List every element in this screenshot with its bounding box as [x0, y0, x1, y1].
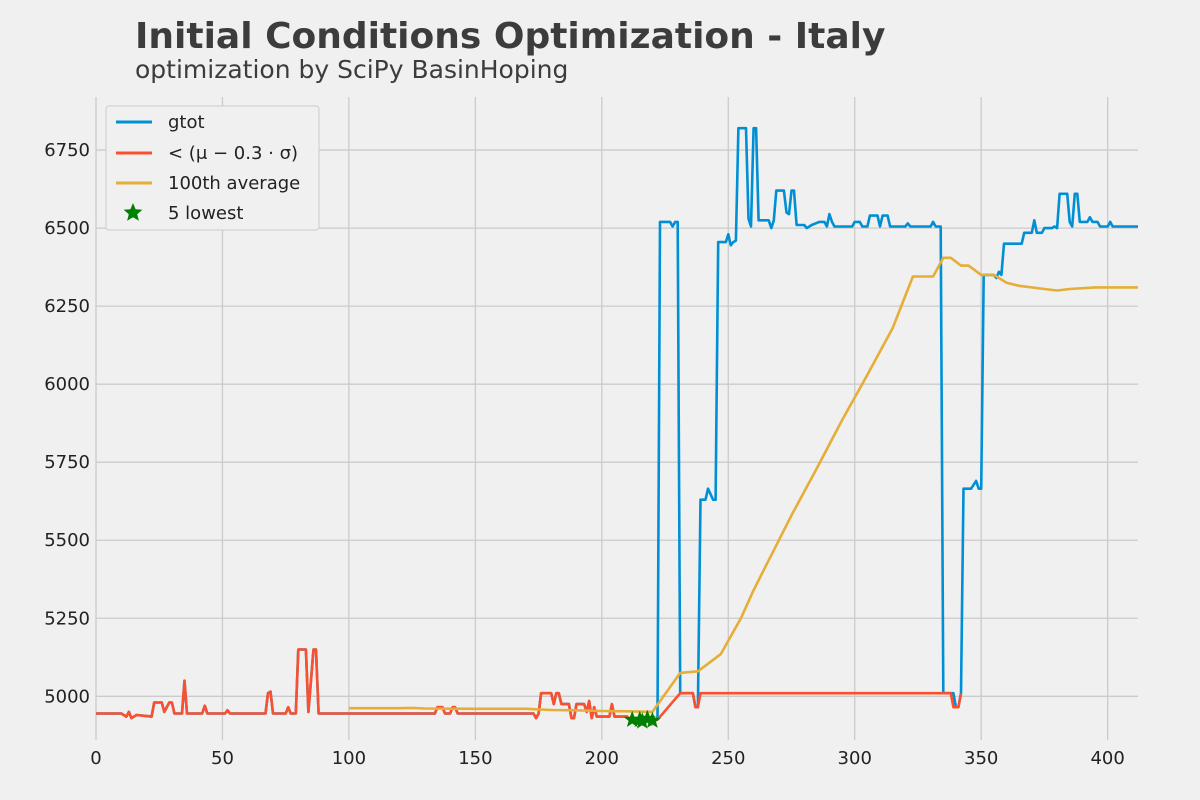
lowest-point-marker	[643, 711, 661, 728]
lowest-markers	[623, 709, 661, 729]
x-tick-label: 50	[211, 748, 234, 769]
x-tick-label: 100	[332, 748, 366, 769]
x-tick-label: 200	[585, 748, 619, 769]
x-tick-label: 0	[90, 748, 101, 769]
series-line-average	[348, 256, 1138, 714]
legend-label-gtot: gtot	[168, 112, 205, 133]
x-tick-label: 300	[838, 748, 872, 769]
x-tick-label: 250	[711, 748, 745, 769]
legend-label-lowest: 5 lowest	[168, 203, 243, 224]
y-tick-label: 5000	[44, 686, 90, 707]
chart-title: Initial Conditions Optimization - Italy	[135, 16, 885, 57]
x-tick-label: 400	[1090, 748, 1124, 769]
y-tick-label: 6000	[44, 374, 90, 395]
chart-subtitle: optimization by SciPy BasinHoping	[135, 55, 568, 84]
y-tick-label: 6250	[44, 296, 90, 317]
series-line-threshold	[96, 648, 963, 721]
legend-swatch-lowest	[123, 203, 143, 221]
legend: gtot < (μ − 0.3 · σ) 100th average 5 low…	[105, 105, 320, 231]
tick-labels: 0 50 100 150 200 250 300 350 400 5000 5250 5500 5750…	[44, 140, 1125, 769]
legend-box	[105, 105, 320, 231]
legend-label-average: 100th average	[168, 173, 300, 194]
x-tick-label: 350	[964, 748, 998, 769]
x-tick-label: 150	[458, 748, 492, 769]
y-tick-label: 5500	[44, 530, 90, 551]
grid	[95, 97, 1138, 740]
lowest-point-marker	[623, 710, 641, 727]
y-tick-label: 5250	[44, 608, 90, 629]
y-tick-label: 6750	[44, 140, 90, 161]
lowest-point-marker	[633, 712, 651, 729]
y-tick-label: 5750	[44, 452, 90, 473]
y-tick-label: 6500	[44, 218, 90, 239]
series-lines	[96, 126, 1138, 721]
legend-label-threshold: < (μ − 0.3 · σ)	[168, 143, 298, 164]
